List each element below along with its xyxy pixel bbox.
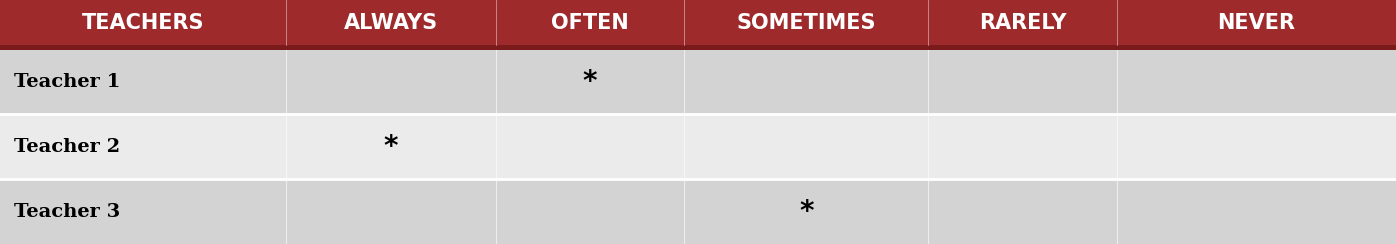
Text: RARELY: RARELY xyxy=(979,13,1067,32)
FancyBboxPatch shape xyxy=(0,0,1396,45)
Text: NEVER: NEVER xyxy=(1217,13,1295,32)
Text: *: * xyxy=(799,198,814,226)
FancyBboxPatch shape xyxy=(0,45,1396,50)
Text: *: * xyxy=(384,133,398,161)
FancyBboxPatch shape xyxy=(0,179,1396,244)
FancyBboxPatch shape xyxy=(0,114,1396,179)
Text: Teacher 1: Teacher 1 xyxy=(14,73,120,91)
Text: OFTEN: OFTEN xyxy=(551,13,628,32)
Text: ALWAYS: ALWAYS xyxy=(343,13,438,32)
Text: *: * xyxy=(582,68,597,96)
Text: SOMETIMES: SOMETIMES xyxy=(737,13,875,32)
FancyBboxPatch shape xyxy=(0,50,1396,114)
Text: TEACHERS: TEACHERS xyxy=(82,13,204,32)
Text: Teacher 2: Teacher 2 xyxy=(14,138,120,156)
Text: Teacher 3: Teacher 3 xyxy=(14,203,120,221)
